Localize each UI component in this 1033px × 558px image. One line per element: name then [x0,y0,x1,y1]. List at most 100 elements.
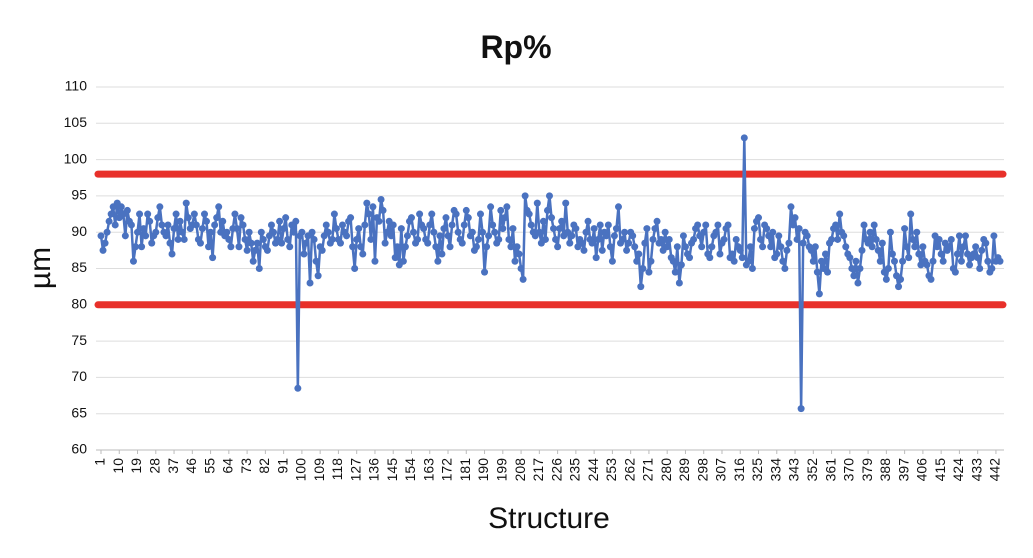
data-point [866,228,874,236]
data-point [797,405,805,413]
data-point [824,268,832,276]
data-point [858,246,866,254]
data-point [211,221,219,229]
data-point [138,243,146,251]
data-point [525,210,533,218]
data-point [284,235,292,243]
data-point [468,228,476,236]
data-point [363,199,371,207]
data-point [196,239,204,247]
data-point [828,235,836,243]
data-point [142,232,150,240]
data-point [657,235,665,243]
data-point [200,210,208,218]
data-point [213,214,221,222]
data-point [203,217,211,225]
data-point [330,210,338,218]
data-point [241,235,249,243]
data-point [286,243,294,251]
data-point [755,214,763,222]
x-tick-label: 352 [804,458,820,482]
data-point [663,243,671,251]
data-point [483,243,491,251]
data-point [497,206,505,214]
data-point [935,235,943,243]
x-tick-label: 442 [987,458,1003,482]
data-point [639,265,647,272]
data-point [129,257,137,265]
data-point [249,257,257,265]
x-tick-label: 37 [165,458,181,474]
data-point [669,257,677,265]
data-point [515,250,523,258]
data-point [474,235,482,243]
x-tick-label: 316 [731,458,747,482]
data-point [407,214,415,222]
x-tick-label: 163 [420,458,436,482]
data-point [389,221,397,229]
data-point [101,239,109,247]
data-point [280,225,288,233]
data-point [136,210,144,218]
data-point [310,235,318,243]
data-point [694,221,702,229]
data-point [686,254,694,262]
data-point [746,243,754,251]
data-point [401,243,409,251]
data-point [763,225,771,233]
data-point [842,243,850,251]
data-point [381,239,389,247]
data-point [974,254,982,262]
data-point [884,265,892,272]
data-point [690,235,698,243]
data-point [614,203,622,211]
data-point [566,239,574,247]
data-point [913,228,921,236]
data-point [379,206,387,214]
x-tick-label: 73 [238,458,254,474]
data-point [594,235,602,243]
x-tick-label: 154 [402,458,418,482]
data-point [781,265,789,272]
data-point [245,228,253,236]
data-point [424,239,432,247]
data-point [355,225,363,233]
data-point [434,257,442,265]
data-point [545,192,553,200]
x-tick-label: 235 [567,458,583,482]
data-point [134,228,142,236]
data-point [121,232,129,240]
data-point [635,250,643,258]
data-point [322,221,330,229]
data-point [377,196,385,204]
data-point [166,239,174,247]
x-tick-label: 91 [274,458,290,474]
data-point [428,210,436,218]
data-point [708,243,716,251]
data-point [856,265,864,272]
data-point [519,275,527,283]
x-tick-label: 361 [822,458,838,482]
data-point [292,217,300,225]
data-point [582,228,590,236]
data-point [610,232,618,240]
data-point [446,243,454,251]
data-point [554,243,562,251]
data-point [180,235,188,243]
data-point [440,225,448,233]
y-tick-label: 65 [71,404,87,420]
data-point [432,243,440,251]
data-point [598,246,606,254]
data-point [757,235,765,243]
data-point [397,225,405,233]
data-point [897,275,905,283]
data-point [479,228,487,236]
data-point [481,268,489,276]
data-point [728,250,736,258]
data-point [572,225,580,233]
data-point [111,221,119,229]
data-point [105,217,113,225]
data-point [444,232,452,240]
data-point [872,235,880,243]
x-tick-label: 217 [530,458,546,482]
